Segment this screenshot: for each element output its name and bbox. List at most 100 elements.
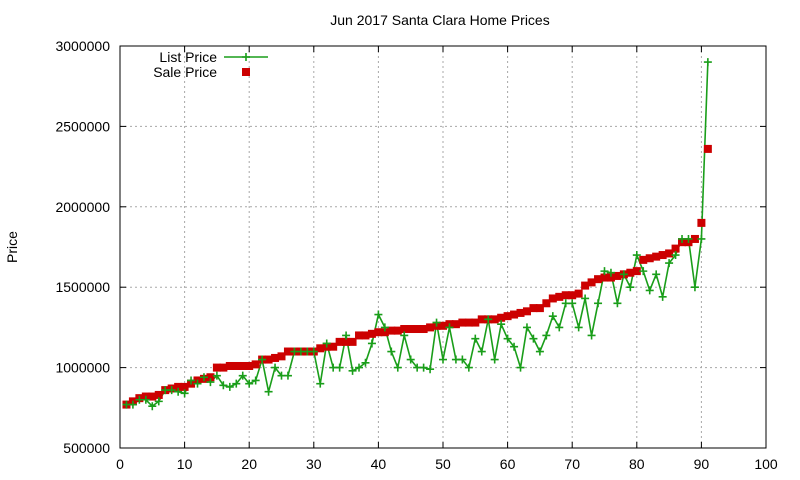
list-price-point bbox=[206, 378, 215, 387]
list-price-point bbox=[464, 363, 473, 372]
list-price-point bbox=[187, 376, 196, 385]
grid bbox=[119, 45, 767, 449]
list-price-point bbox=[141, 395, 150, 404]
list-price-point bbox=[167, 386, 176, 395]
list-price-point bbox=[665, 259, 674, 268]
sale-price-point bbox=[522, 307, 531, 316]
sale-price-point bbox=[464, 318, 473, 327]
x-tick-label: 90 bbox=[694, 456, 710, 472]
sale-price-point bbox=[400, 325, 409, 334]
sale-price-point bbox=[180, 382, 189, 391]
list-price-point bbox=[232, 379, 241, 388]
y-tick-label: 2500000 bbox=[55, 118, 110, 134]
list-price-point bbox=[367, 339, 376, 348]
sale-price-point bbox=[206, 373, 215, 382]
sale-price-point bbox=[671, 244, 680, 253]
list-price-point bbox=[335, 363, 344, 372]
chart-title: Jun 2017 Santa Clara Home Prices bbox=[330, 12, 549, 28]
list-price-point bbox=[225, 382, 234, 391]
list-price-point bbox=[458, 355, 467, 364]
list-price-point bbox=[419, 363, 428, 372]
sale-price-point bbox=[471, 318, 480, 327]
list-price-point bbox=[426, 365, 435, 374]
x-tick-label: 60 bbox=[500, 456, 516, 472]
sale-price-point bbox=[632, 267, 641, 276]
x-tick-label: 40 bbox=[371, 456, 387, 472]
sale-price-point bbox=[219, 363, 228, 372]
sale-price-point bbox=[232, 361, 241, 370]
list-price-point bbox=[697, 234, 706, 243]
sale-price-point bbox=[451, 320, 460, 329]
list-price-point bbox=[581, 294, 590, 303]
sale-price-point bbox=[174, 382, 183, 391]
y-tick-label: 1500000 bbox=[55, 279, 110, 295]
list-price-point bbox=[639, 267, 648, 276]
sale-price-point bbox=[665, 249, 674, 258]
sale-price-point bbox=[374, 328, 383, 337]
y-tick-label: 1000000 bbox=[55, 360, 110, 376]
list-price-point bbox=[439, 355, 447, 364]
list-price-point bbox=[258, 355, 267, 364]
sale-price-point bbox=[361, 331, 370, 340]
list-price-point bbox=[568, 299, 577, 308]
list-price-point bbox=[219, 381, 228, 390]
list-price-point bbox=[264, 387, 273, 396]
sale-price-point bbox=[355, 331, 364, 340]
list-price-point bbox=[606, 268, 615, 277]
x-tick-label: 50 bbox=[435, 456, 451, 472]
y-axis-label: Price bbox=[4, 231, 20, 263]
list-price-point bbox=[529, 334, 538, 343]
sale-price-point bbox=[225, 361, 234, 370]
sale-price-point bbox=[458, 318, 467, 327]
list-price-point bbox=[600, 267, 609, 276]
legend-swatch-list-marker bbox=[242, 53, 250, 61]
sale-price-point bbox=[626, 268, 635, 277]
list-price-point bbox=[510, 342, 519, 351]
list-price-point bbox=[503, 334, 512, 343]
sale-price-point bbox=[639, 255, 648, 264]
list-price-point bbox=[283, 371, 292, 380]
sale-price-point bbox=[277, 352, 286, 361]
y-tick-label: 3000000 bbox=[55, 38, 110, 54]
list-price-point bbox=[393, 363, 402, 372]
list-price-line bbox=[126, 62, 709, 408]
sale-price-point bbox=[264, 355, 273, 364]
sale-price-point bbox=[658, 251, 667, 260]
sale-price-point bbox=[690, 234, 699, 243]
list-price-point bbox=[522, 323, 531, 332]
list-price-point bbox=[594, 299, 603, 308]
list-price-point bbox=[355, 363, 364, 372]
sale-price-point bbox=[439, 321, 447, 330]
legend-label-sale-price: Sale Price bbox=[153, 64, 217, 80]
x-tick-label: 0 bbox=[116, 456, 124, 472]
list-price-point bbox=[348, 366, 357, 375]
x-tick-label: 70 bbox=[564, 456, 580, 472]
plot-frame bbox=[119, 45, 767, 449]
sale-price-point bbox=[561, 291, 570, 300]
sale-price-point bbox=[238, 361, 247, 370]
sale-price-point bbox=[510, 310, 519, 319]
sale-price-point bbox=[542, 299, 551, 308]
list-price-point bbox=[490, 355, 499, 364]
tick-labels: 500000 1000000 1500000 2000000 2500000 300000… bbox=[55, 38, 777, 472]
sale-price-point bbox=[316, 344, 325, 353]
list-price-point bbox=[199, 373, 208, 382]
sale-price-point bbox=[283, 347, 292, 356]
list-price-point bbox=[471, 334, 480, 343]
y-tick-label: 2000000 bbox=[55, 199, 110, 215]
sale-price-point bbox=[245, 361, 254, 370]
sale-price-point bbox=[581, 281, 590, 290]
list-price-point bbox=[619, 270, 628, 279]
list-price-point bbox=[380, 323, 389, 332]
sale-price-point bbox=[271, 353, 280, 362]
sale-price-point bbox=[477, 315, 486, 324]
sale-price-point bbox=[426, 323, 435, 332]
sale-price-point bbox=[568, 291, 577, 300]
list-price-point bbox=[148, 402, 157, 411]
list-price-point bbox=[154, 397, 163, 406]
list-price-point bbox=[174, 387, 183, 396]
sale-price-point bbox=[419, 325, 428, 334]
list-price-point bbox=[128, 400, 137, 409]
list-price-point bbox=[245, 379, 254, 388]
list-price-point bbox=[400, 331, 409, 340]
